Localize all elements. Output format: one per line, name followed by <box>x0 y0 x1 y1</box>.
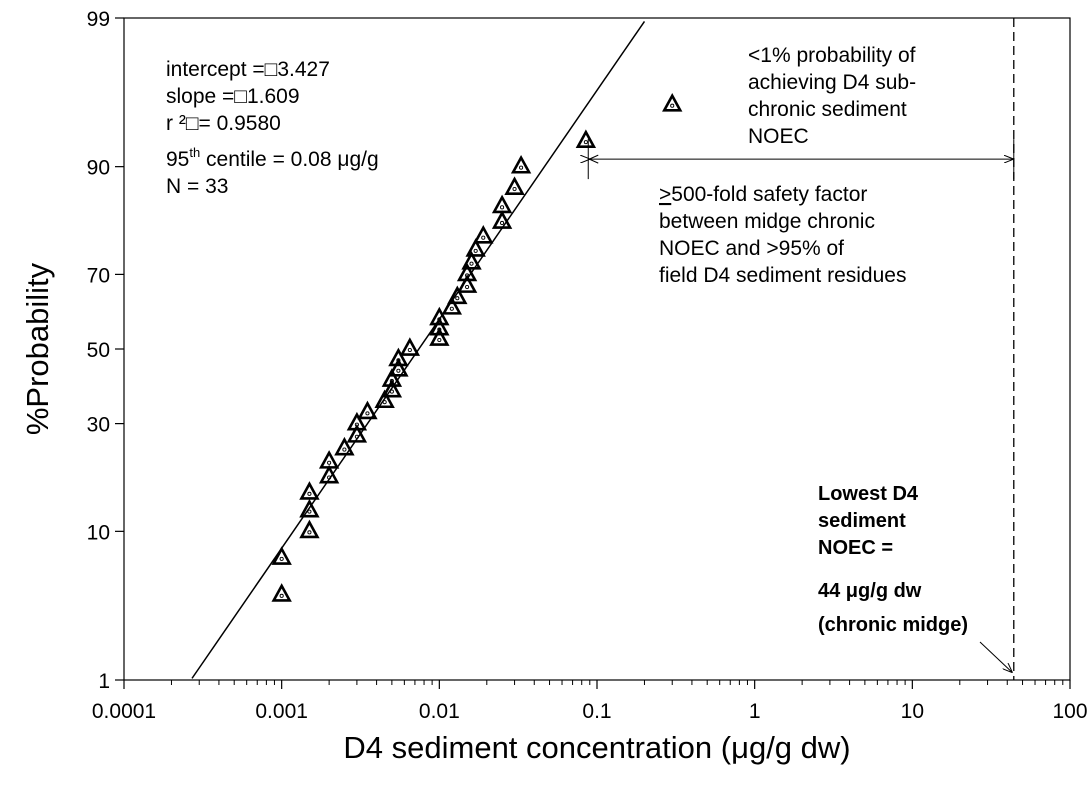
noec-label-line: sediment <box>818 510 906 532</box>
data-point <box>299 519 320 539</box>
data-point <box>334 436 355 456</box>
data-point <box>456 262 478 282</box>
data-point <box>473 225 494 244</box>
data-point <box>465 238 486 257</box>
data-point <box>456 274 478 293</box>
data-point <box>491 194 513 214</box>
x-tick-label: 0.001 <box>255 700 308 723</box>
stats-centile: 95th centile = 0.08 μg/g <box>166 145 379 171</box>
data-point <box>271 546 292 565</box>
data-point <box>299 498 320 518</box>
safety-annotation: >500-fold safety factor between midge ch… <box>659 183 906 287</box>
data-point <box>399 337 421 356</box>
stats-centile-sup: th <box>189 145 200 160</box>
stats-block: intercept =□3.427 slope =□1.609 r ²□= 0.… <box>166 58 379 198</box>
probability-line: chronic sediment <box>748 98 907 121</box>
safety-gte-symbol: > <box>659 183 671 206</box>
x-tick-label: 0.01 <box>419 700 460 723</box>
data-point <box>388 347 409 367</box>
safety-line: >500-fold safety factor <box>659 183 867 206</box>
data-point <box>374 389 395 409</box>
regression-line-layer <box>191 18 1015 680</box>
axis-ticks: 0.0001 0.001 0.01 0.1 1 10 100 1 10 30 50 70 90 99 <box>87 8 1088 723</box>
probability-line: achieving D4 sub- <box>748 71 916 94</box>
x-tick-label: 0.1 <box>582 700 611 723</box>
data-point <box>346 424 368 443</box>
noec-label: Lowest D4 sediment NOEC = 44 μg/g dw (ch… <box>818 483 968 636</box>
data-points <box>271 93 683 602</box>
data-point <box>504 176 525 195</box>
data-point <box>318 464 340 484</box>
noec-pointer-arrow <box>979 641 1012 672</box>
data-point <box>429 316 450 336</box>
data-point <box>662 93 683 112</box>
stats-r2: r ²□= 0.9580 <box>166 112 281 135</box>
stats-intercept: intercept =□3.427 <box>166 58 330 81</box>
noec-label-line: NOEC = <box>818 537 893 559</box>
y-tick-label: 30 <box>87 414 110 437</box>
noec-label-line: 44 μg/g dw <box>818 580 922 602</box>
data-point <box>441 296 463 315</box>
safety-line: NOEC and >95% of <box>659 237 844 260</box>
safety-arrow-left-head <box>588 154 599 164</box>
data-point <box>381 368 403 387</box>
y-tick-label: 50 <box>87 339 110 362</box>
annotations <box>588 139 1015 672</box>
safety-line: between midge chronic <box>659 210 875 233</box>
y-tick-label: 1 <box>98 670 110 693</box>
stats-n: N = 33 <box>166 175 228 198</box>
data-point <box>357 400 378 420</box>
data-point <box>271 583 292 602</box>
safety-line-rest: 500-fold safety factor <box>671 183 867 206</box>
data-point <box>381 378 403 398</box>
data-point <box>429 306 450 326</box>
x-tick-label: 10 <box>901 700 924 723</box>
stats-slope: slope =□1.609 <box>166 85 300 108</box>
noec-label-line: Lowest D4 <box>818 483 919 505</box>
data-point <box>388 358 409 377</box>
stats-centile-text: centile = 0.08 μg/g <box>200 148 378 171</box>
data-point <box>346 411 368 431</box>
y-tick-label: 70 <box>87 264 110 287</box>
probability-line: <1% probability of <box>748 44 916 67</box>
data-point <box>491 210 513 229</box>
stats-r2-value: □= 0.9580 <box>186 112 281 135</box>
probability-line: NOEC <box>748 125 809 148</box>
y-axis-label: %Probability <box>20 262 55 435</box>
y-tick-label: 90 <box>87 157 110 180</box>
noec-label-line: (chronic midge) <box>818 614 968 636</box>
data-point <box>510 154 532 174</box>
data-point <box>299 481 320 500</box>
data-point <box>447 285 468 305</box>
y-tick-label: 10 <box>87 521 110 544</box>
data-point <box>461 250 482 270</box>
x-tick-label: 1 <box>749 700 761 723</box>
x-tick-label: 0.0001 <box>92 700 156 723</box>
y-tick-label: 99 <box>87 8 110 31</box>
probability-annotation: <1% probability of achieving D4 sub- chr… <box>748 44 916 148</box>
stats-r2-label: r ² <box>166 112 186 135</box>
stats-centile-num: 95 <box>166 148 189 171</box>
data-point <box>318 450 340 469</box>
regression-line <box>191 20 646 679</box>
safety-line: field D4 sediment residues <box>659 264 906 287</box>
x-tick-label: 100 <box>1052 700 1087 723</box>
data-point <box>575 129 597 149</box>
x-axis-label: D4 sediment concentration (μg/g dw) <box>343 730 850 765</box>
data-point <box>429 327 450 346</box>
